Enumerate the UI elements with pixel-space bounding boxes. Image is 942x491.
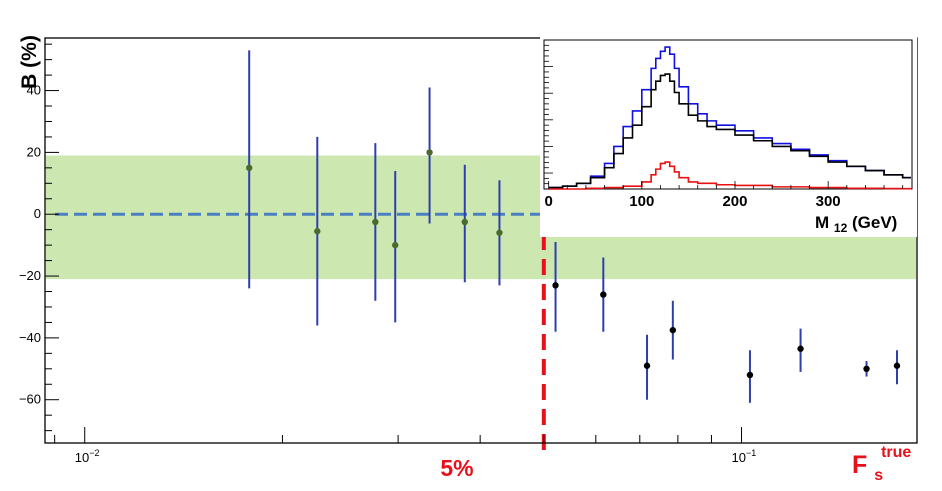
point-marker [797,345,804,352]
y-tick-label: 40 [27,83,41,98]
point-marker [600,291,607,298]
point-marker [496,229,503,236]
x-axis-title: F s true [852,444,911,486]
y-tick-label: −20 [19,268,41,283]
y-axis-title: B (%) [18,35,41,89]
x-axis-title-main: F [852,451,867,479]
inset-x-tick-label: 200 [722,193,747,210]
data-point [245,50,253,289]
point-marker [314,228,321,235]
data-point [797,328,804,372]
x-tick-base: 10 [732,450,746,465]
data-points [245,50,901,403]
point-marker [746,371,754,379]
inset-x-title-unit: (GeV) [852,213,897,232]
x-tick-base: 10 [75,450,89,465]
inset-y-ticks [544,39,553,190]
x-tick-label: 10−2 [75,448,100,465]
data-point [372,143,379,301]
inset-series [548,46,911,190]
point-marker [426,149,433,156]
data-point [314,136,321,326]
inset-x-title-subscript: 12 [834,221,848,235]
inset-series-line [548,161,911,190]
y-tick-label: 20 [27,144,41,159]
point-marker [643,362,651,369]
data-point [392,170,399,323]
point-marker [392,241,399,249]
data-point [863,361,870,377]
x-axis-ticks: 10−2 10−1 [54,427,757,465]
data-point [746,350,754,403]
x-axis-title-subscript: s [874,467,883,484]
data-point [600,257,607,332]
y-tick-label: 0 [34,206,41,221]
y-axis-ticks: 40 20 0 −20 −40 −60 [19,43,59,432]
inset-x-title-main: M [815,213,829,232]
point-marker [372,218,379,226]
point-marker [461,218,468,226]
y-tick-label: −60 [19,392,41,407]
x-tick-label: 10−1 [732,448,757,465]
data-point [643,334,651,400]
inset-background [540,37,917,237]
y-tick-label: −40 [19,330,41,345]
point-marker [552,282,559,289]
x-axis-title-superscript: true [881,444,911,461]
main-plot-frame [44,37,918,444]
data-point [461,164,468,283]
inset-histogram: 0 100 200 300 M 12 (GeV) [540,37,917,237]
data-point [669,300,677,360]
inset-x-axis-title: M 12 (GeV) [815,213,897,236]
data-point [496,180,503,286]
inset-series-line [548,73,911,189]
data-point [552,242,559,332]
point-marker [893,362,901,369]
data-point [426,87,433,224]
inset-x-tick-label: 0 [544,193,552,210]
inset-x-ticks: 0 100 200 300 [544,181,904,210]
point-marker [245,164,253,172]
inset-x-tick-label: 100 [629,193,654,210]
x-tick-exponent: −2 [89,448,99,458]
point-marker [669,326,677,334]
data-point [893,350,901,385]
x-tick-exponent: −1 [746,448,756,458]
threshold-label: 5% [440,455,473,481]
point-marker [863,365,870,373]
inset-x-tick-label: 300 [816,193,841,210]
